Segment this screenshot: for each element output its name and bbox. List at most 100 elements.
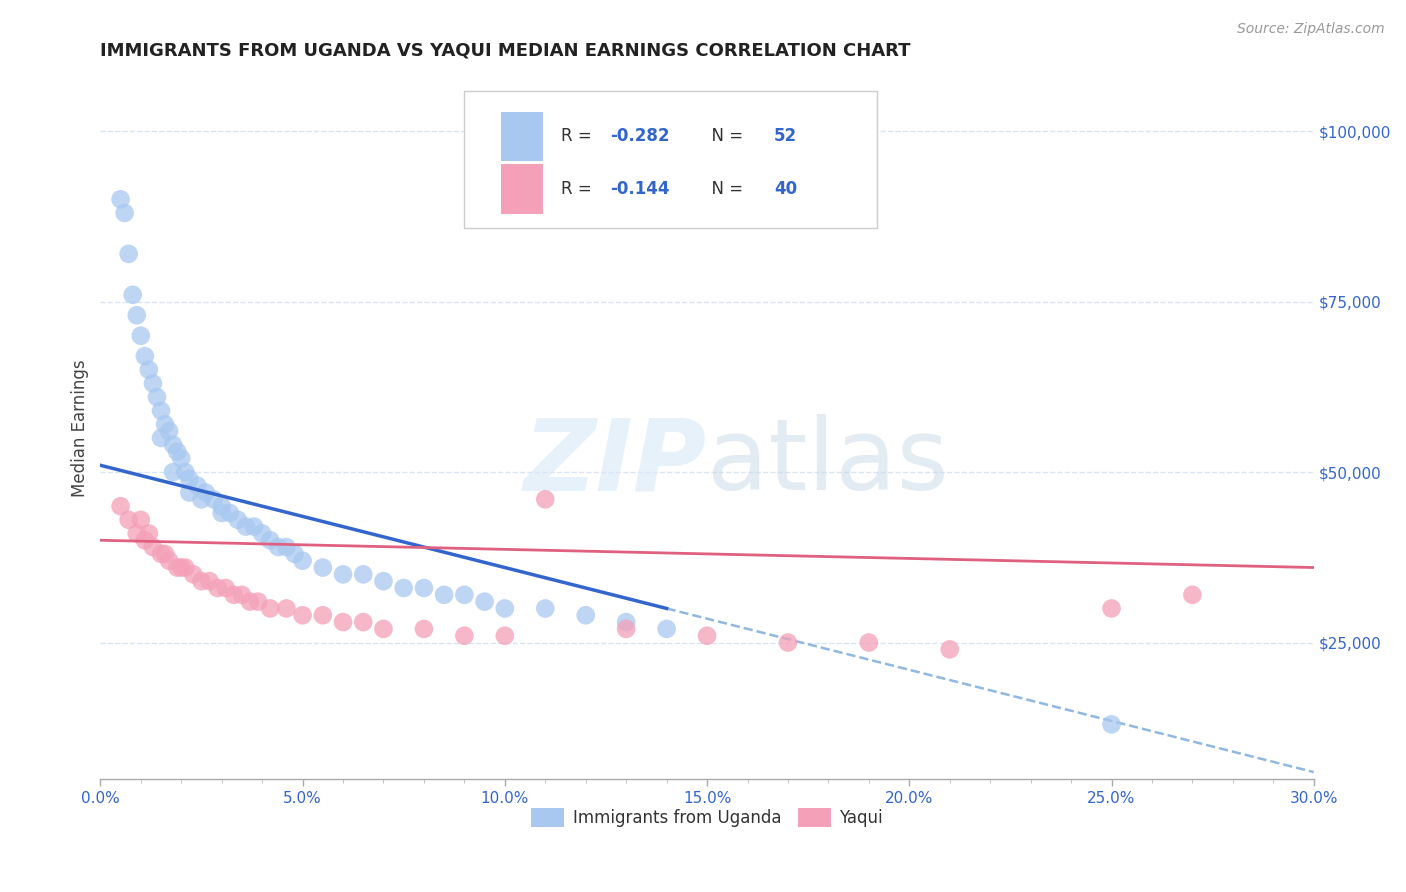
- Point: [696, 629, 718, 643]
- Bar: [501, 112, 543, 161]
- Point: [202, 492, 225, 507]
- Point: [118, 513, 141, 527]
- Text: 40: 40: [773, 180, 797, 198]
- Point: [291, 608, 314, 623]
- Point: [235, 519, 257, 533]
- Point: [392, 581, 415, 595]
- Text: N =: N =: [702, 128, 748, 145]
- Point: [312, 560, 335, 574]
- Point: [125, 526, 148, 541]
- Point: [207, 581, 229, 595]
- Point: [267, 540, 290, 554]
- Point: [138, 526, 160, 541]
- Point: [1101, 601, 1123, 615]
- Point: [150, 403, 173, 417]
- Point: [174, 465, 197, 479]
- Point: [166, 444, 188, 458]
- Point: [575, 608, 598, 623]
- Point: [283, 547, 305, 561]
- Point: [413, 581, 436, 595]
- FancyBboxPatch shape: [464, 91, 877, 227]
- Point: [352, 567, 374, 582]
- Text: Source: ZipAtlas.com: Source: ZipAtlas.com: [1237, 22, 1385, 37]
- Point: [243, 519, 266, 533]
- Point: [162, 465, 184, 479]
- Text: R =: R =: [561, 180, 598, 198]
- Point: [153, 547, 176, 561]
- Point: [259, 533, 281, 548]
- Point: [110, 499, 132, 513]
- Point: [239, 594, 262, 608]
- Point: [157, 424, 180, 438]
- Point: [125, 308, 148, 322]
- Point: [614, 615, 637, 629]
- Point: [190, 492, 212, 507]
- Point: [247, 594, 270, 608]
- Point: [614, 622, 637, 636]
- Point: [211, 499, 233, 513]
- Text: ZIP: ZIP: [524, 415, 707, 511]
- Point: [114, 206, 136, 220]
- Point: [129, 328, 152, 343]
- Point: [170, 560, 193, 574]
- Point: [179, 472, 201, 486]
- Bar: [501, 164, 543, 213]
- Text: atlas: atlas: [707, 415, 949, 511]
- Point: [218, 506, 240, 520]
- Point: [183, 567, 205, 582]
- Point: [776, 635, 799, 649]
- Point: [157, 554, 180, 568]
- Point: [222, 588, 245, 602]
- Point: [938, 642, 960, 657]
- Y-axis label: Median Earnings: Median Earnings: [72, 359, 89, 497]
- Point: [858, 635, 880, 649]
- Text: R =: R =: [561, 128, 598, 145]
- Text: IMMIGRANTS FROM UGANDA VS YAQUI MEDIAN EARNINGS CORRELATION CHART: IMMIGRANTS FROM UGANDA VS YAQUI MEDIAN E…: [100, 42, 911, 60]
- Point: [134, 533, 156, 548]
- Point: [186, 479, 208, 493]
- Point: [179, 485, 201, 500]
- Point: [494, 601, 516, 615]
- Point: [332, 615, 354, 629]
- Point: [190, 574, 212, 589]
- Point: [373, 574, 395, 589]
- Point: [198, 574, 221, 589]
- Point: [291, 554, 314, 568]
- Point: [655, 622, 678, 636]
- Point: [162, 438, 184, 452]
- Point: [413, 622, 436, 636]
- Legend: Immigrants from Uganda, Yaqui: Immigrants from Uganda, Yaqui: [524, 801, 890, 834]
- Point: [166, 560, 188, 574]
- Text: -0.144: -0.144: [610, 180, 669, 198]
- Point: [215, 581, 238, 595]
- Point: [153, 417, 176, 432]
- Point: [118, 247, 141, 261]
- Point: [250, 526, 273, 541]
- Point: [1181, 588, 1204, 602]
- Point: [352, 615, 374, 629]
- Point: [129, 513, 152, 527]
- Point: [146, 390, 169, 404]
- Point: [453, 629, 475, 643]
- Point: [474, 594, 496, 608]
- Point: [174, 560, 197, 574]
- Point: [142, 540, 165, 554]
- Point: [110, 192, 132, 206]
- Point: [433, 588, 456, 602]
- Point: [534, 601, 557, 615]
- Point: [453, 588, 475, 602]
- Point: [142, 376, 165, 391]
- Point: [134, 349, 156, 363]
- Point: [494, 629, 516, 643]
- Point: [259, 601, 281, 615]
- Point: [332, 567, 354, 582]
- Point: [121, 287, 143, 301]
- Text: 52: 52: [773, 128, 797, 145]
- Point: [1101, 717, 1123, 731]
- Text: N =: N =: [702, 180, 748, 198]
- Point: [534, 492, 557, 507]
- Point: [211, 506, 233, 520]
- Text: -0.282: -0.282: [610, 128, 669, 145]
- Point: [194, 485, 217, 500]
- Point: [150, 431, 173, 445]
